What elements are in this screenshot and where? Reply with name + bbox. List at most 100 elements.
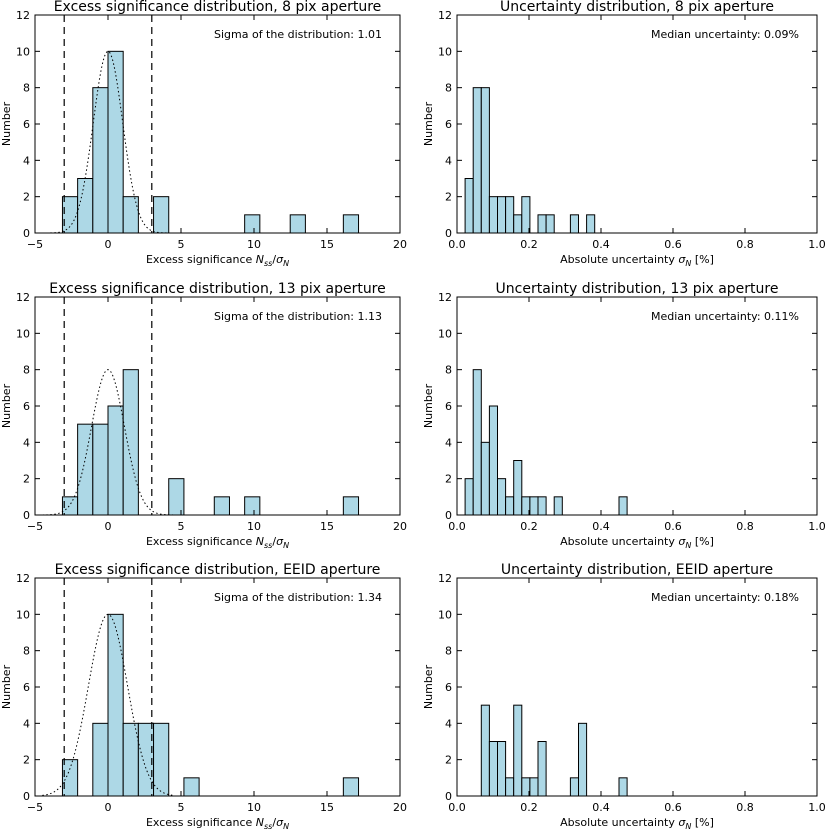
x-axis-label: Absolute uncertainty σN [%]	[560, 535, 714, 550]
histogram-bar	[153, 722, 170, 797]
histogram-bar	[505, 496, 515, 516]
y-tick-label: 4	[445, 436, 452, 449]
histogram-bar	[92, 423, 109, 516]
histogram-bar	[153, 196, 170, 234]
y-axis-label: Number	[0, 664, 13, 709]
y-tick-label: 6	[445, 400, 452, 413]
histogram-bar	[497, 741, 507, 797]
x-axis-label: Excess significance Nss/σN	[146, 253, 289, 268]
y-tick-label: 8	[445, 645, 452, 658]
axes-frame	[456, 296, 818, 516]
histogram-bar	[537, 496, 547, 516]
x-tick-label: −5	[27, 238, 43, 251]
x-tick-label: 0.4	[592, 238, 610, 251]
histogram-bar	[77, 178, 94, 234]
y-tick-label: 0	[445, 790, 452, 803]
x-tick-label: 0.6	[664, 801, 682, 814]
y-tick-label: 4	[23, 154, 30, 167]
y-tick-label: 6	[23, 118, 30, 131]
y-axis-label: Number	[422, 664, 435, 709]
x-tick-label: 1.0	[808, 238, 826, 251]
histogram-bar	[497, 196, 507, 234]
y-tick-label: 10	[438, 327, 452, 340]
histogram-bar	[521, 196, 531, 234]
y-tick-label: 10	[438, 608, 452, 621]
x-tick-label: 20	[393, 238, 407, 251]
y-tick-label: 2	[23, 754, 30, 767]
histogram-bar	[342, 214, 360, 234]
y-tick-label: 8	[23, 645, 30, 658]
y-tick-label: 12	[438, 572, 452, 585]
y-tick-label: 8	[23, 82, 30, 95]
histogram-bar	[107, 613, 124, 797]
x-tick-label: 5	[178, 520, 185, 533]
histogram-bar	[505, 777, 515, 797]
histogram-bar	[464, 178, 474, 234]
y-tick-label: 8	[23, 364, 30, 377]
histogram-bar	[505, 196, 515, 234]
histogram-bar	[529, 777, 539, 797]
x-tick-label: 0.0	[448, 238, 466, 251]
histogram-bar	[213, 496, 230, 516]
histogram-bar	[578, 722, 588, 797]
x-tick-label: 0.0	[448, 520, 466, 533]
y-tick-label: 0	[23, 227, 30, 240]
histogram-bar	[497, 478, 507, 516]
x-axis-label: Excess significance Nss/σN	[146, 535, 289, 550]
x-tick-label: 10	[247, 801, 261, 814]
x-tick-label: 10	[247, 238, 261, 251]
x-tick-label: 20	[393, 520, 407, 533]
histogram-bar	[464, 478, 474, 516]
x-tick-label: 0.2	[520, 238, 538, 251]
chart-title: Uncertainty distribution, 8 pix aperture	[500, 0, 774, 15]
y-tick-label: 2	[23, 191, 30, 204]
y-tick-label: 2	[445, 191, 452, 204]
histogram-bar	[488, 405, 498, 516]
histogram-bar	[342, 496, 360, 516]
y-tick-label: 10	[16, 608, 30, 621]
axes-frame	[34, 577, 401, 797]
histogram-bar	[122, 722, 139, 797]
y-tick-label: 0	[23, 790, 30, 803]
gaussian-fit-curve	[42, 613, 174, 796]
axes-frame	[456, 577, 818, 797]
x-tick-label: 0.0	[448, 801, 466, 814]
histogram-bar	[92, 722, 109, 797]
x-axis-label: Excess significance Nss/σN	[146, 816, 289, 830]
y-tick-label: 12	[16, 9, 30, 22]
histogram-bar	[586, 214, 596, 234]
histogram-bar	[480, 441, 490, 516]
y-tick-label: 2	[445, 473, 452, 486]
x-tick-label: 15	[320, 238, 334, 251]
histogram-bar	[488, 196, 498, 234]
y-axis-label: Number	[422, 101, 435, 146]
x-tick-label: 0.2	[520, 520, 538, 533]
chart-title: Uncertainty distribution, EEID aperture	[501, 562, 773, 578]
x-tick-label: 10	[247, 520, 261, 533]
histogram-bar	[553, 496, 563, 516]
y-tick-label: 4	[445, 154, 452, 167]
y-tick-label: 12	[16, 291, 30, 304]
chart-title: Excess significance distribution, 8 pix …	[54, 0, 382, 15]
histogram-bar	[513, 460, 523, 516]
histogram-bar	[342, 777, 360, 797]
histogram-bar	[77, 423, 94, 516]
histogram-bar	[289, 214, 306, 234]
x-tick-label: 0.8	[736, 520, 754, 533]
chart-annotation: Median uncertainty: 0.11%	[651, 310, 799, 323]
x-axis-label: Absolute uncertainty σN [%]	[560, 816, 714, 830]
gaussian-fit-curve	[42, 369, 174, 516]
histogram-bar	[537, 741, 547, 797]
x-tick-label: 0.8	[736, 801, 754, 814]
histogram-bar	[488, 741, 498, 797]
y-tick-label: 12	[438, 9, 452, 22]
y-tick-label: 12	[438, 291, 452, 304]
x-tick-label: 0.4	[592, 520, 610, 533]
x-tick-label: 5	[178, 238, 185, 251]
x-tick-label: 1.0	[808, 520, 826, 533]
histogram-bar	[92, 87, 109, 234]
x-tick-label: −5	[27, 520, 43, 533]
